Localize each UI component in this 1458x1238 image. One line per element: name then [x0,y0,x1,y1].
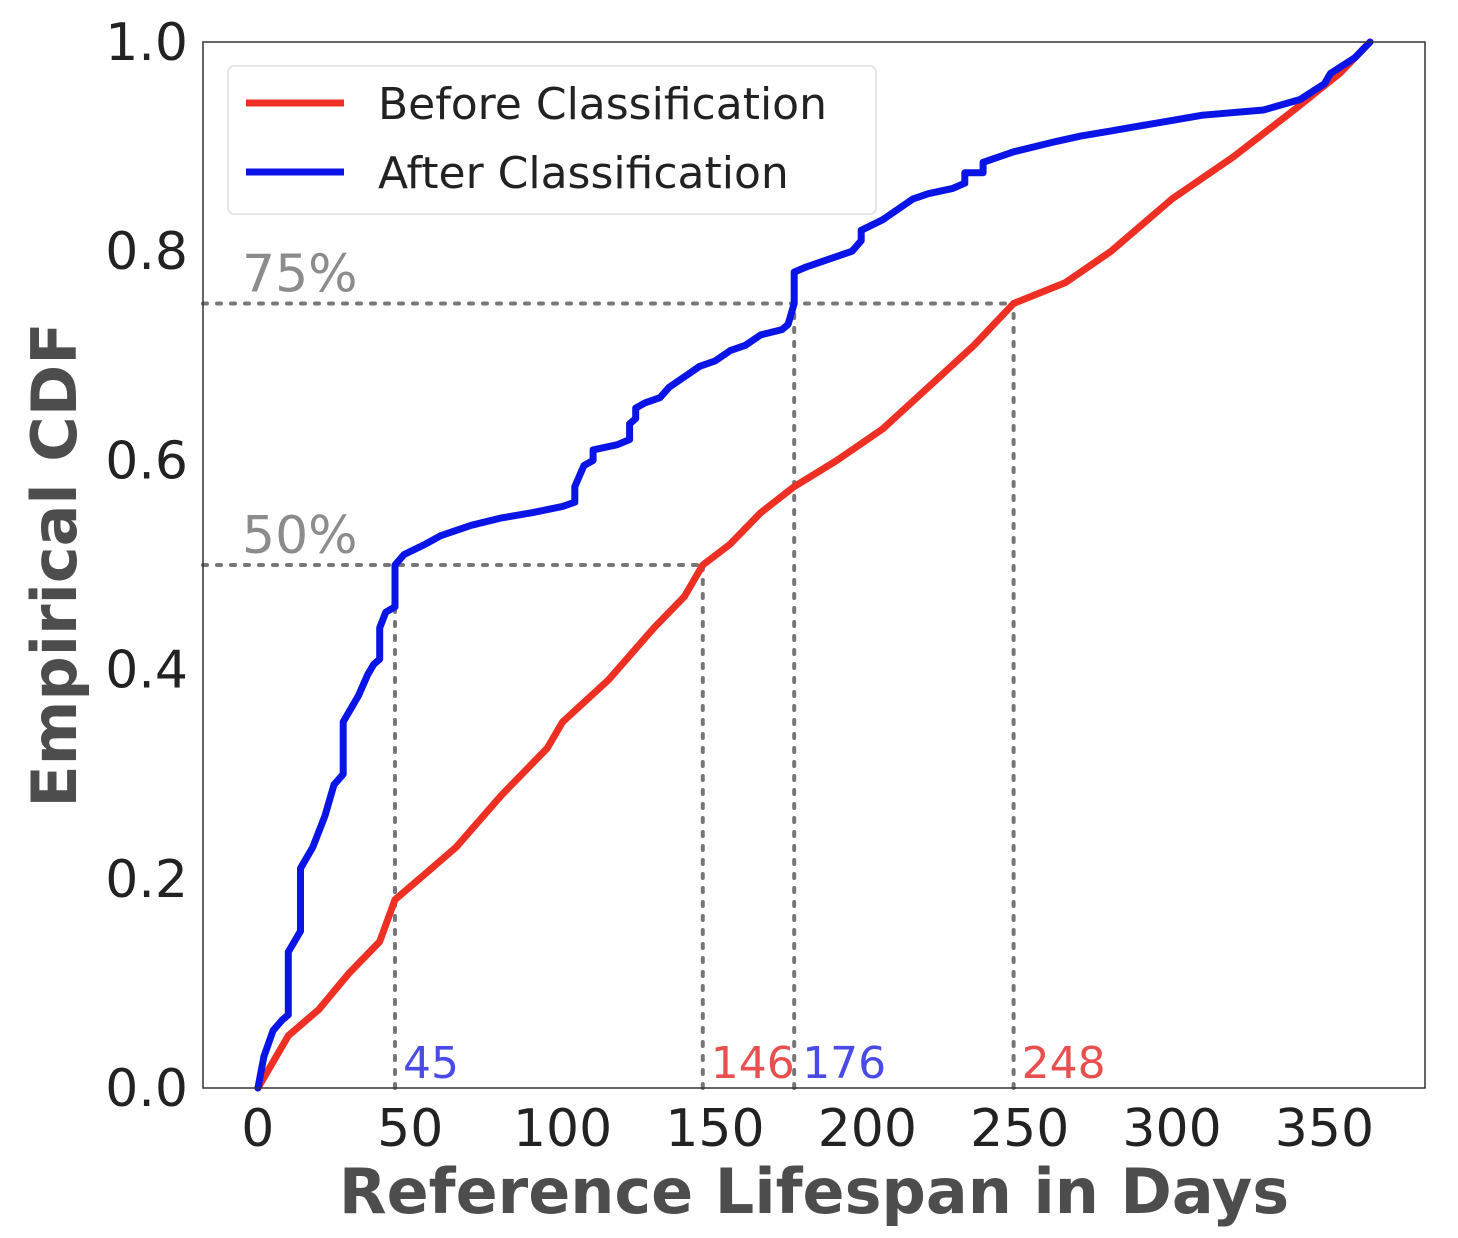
x-tick-label: 200 [818,1099,917,1159]
x-tick-label: 0 [241,1099,274,1159]
y-tick-label: 1.0 [105,13,188,73]
legend-label-before: Before Classification [378,79,827,130]
y-tick-label: 0.4 [105,641,188,701]
legend-label-after: After Classification [378,148,789,199]
reference-percent-label: 75% [242,245,358,305]
series-line-after [254,38,1374,1092]
x-tick-label: 100 [513,1099,612,1159]
x-tick-label: 300 [1122,1099,1221,1159]
plot-area: 50% 75% 45 146 176 248 [201,38,1374,1092]
reference-percent-label: 50% [242,506,358,566]
marker-value-label: 176 [802,1038,886,1089]
legend-box [227,65,877,215]
legend: Before Classification After Classificati… [227,65,877,215]
x-tick-label: 250 [970,1099,1069,1159]
y-tick-label: 0.8 [105,222,188,282]
plot-frame [202,41,1426,1089]
y-tick-label: 0.2 [105,850,188,910]
x-tick-label: 50 [377,1099,443,1159]
x-tick-label: 150 [665,1099,764,1159]
y-axis-ticks: 0.0 0.2 0.4 0.6 0.8 1.0 [105,13,188,1119]
y-tick-label: 0.0 [105,1059,188,1119]
marker-value-label: 248 [1022,1038,1106,1089]
series-line-before [254,38,1374,1092]
marker-value-label: 146 [711,1038,795,1089]
x-tick-label: 350 [1275,1099,1374,1159]
x-axis-title: Reference Lifespan in Days [339,1155,1289,1228]
marker-value-label: 45 [403,1038,459,1089]
y-tick-label: 0.6 [105,431,188,491]
x-axis-ticks: 0 50 100 150 200 250 300 350 [241,1099,1374,1159]
y-axis-title: Empirical CDF [18,322,91,807]
